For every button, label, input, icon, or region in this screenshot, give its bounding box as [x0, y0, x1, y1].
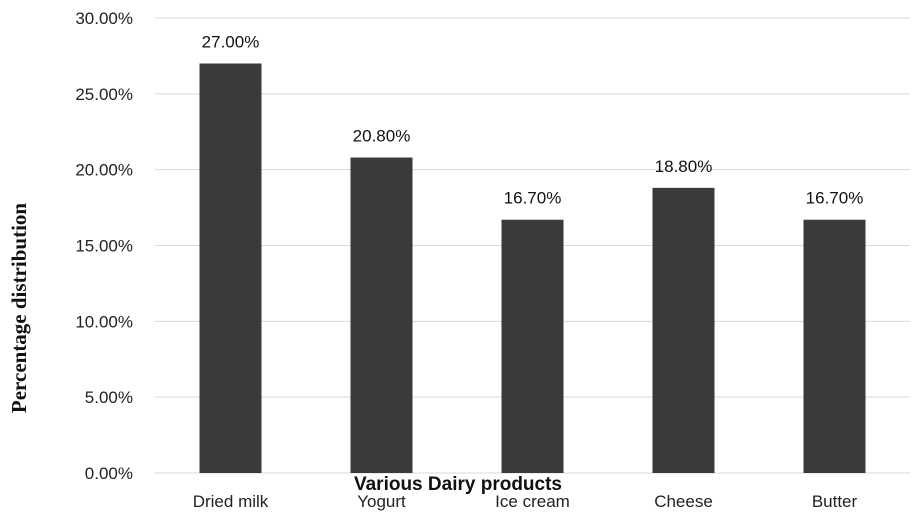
data-label: 18.80%	[655, 157, 713, 176]
x-tick-label: Yogurt	[357, 492, 406, 511]
y-tick-label: 15.00%	[75, 237, 133, 256]
y-tick-label: 10.00%	[75, 312, 133, 331]
y-tick-label: 25.00%	[75, 85, 133, 104]
data-labels: 27.00% 20.80% 16.70% 18.80% 16.70%	[202, 33, 864, 208]
bars	[199, 63, 866, 474]
x-tick-label: Ice cream	[495, 492, 570, 511]
data-label: 20.80%	[353, 127, 411, 146]
y-axis-ticks: 0.00% 5.00% 10.00% 15.00% 20.00% 25.00% 30.00%	[75, 9, 133, 483]
bar-butter	[803, 219, 866, 473]
bar-ice-cream	[501, 219, 564, 473]
x-axis-label: Various Dairy products	[354, 474, 562, 495]
x-tick-label: Dried milk	[193, 492, 269, 511]
x-tick-label: Cheese	[654, 492, 713, 511]
bar-cheese	[652, 187, 715, 473]
data-label: 16.70%	[504, 189, 562, 208]
data-label: 27.00%	[202, 33, 260, 52]
y-tick-label: 30.00%	[75, 9, 133, 28]
data-label: 16.70%	[806, 189, 864, 208]
x-tick-label: Butter	[812, 492, 858, 511]
bar-dried-milk	[199, 63, 262, 473]
y-tick-label: 20.00%	[75, 161, 133, 180]
y-tick-label: 5.00%	[85, 388, 133, 407]
bar-yogurt	[350, 157, 413, 474]
y-tick-label: 0.00%	[85, 464, 133, 483]
x-axis-ticks: Dried milk Yogurt Ice cream Cheese Butter	[193, 492, 858, 511]
y-axis-label: Percentage distribution	[7, 203, 31, 413]
